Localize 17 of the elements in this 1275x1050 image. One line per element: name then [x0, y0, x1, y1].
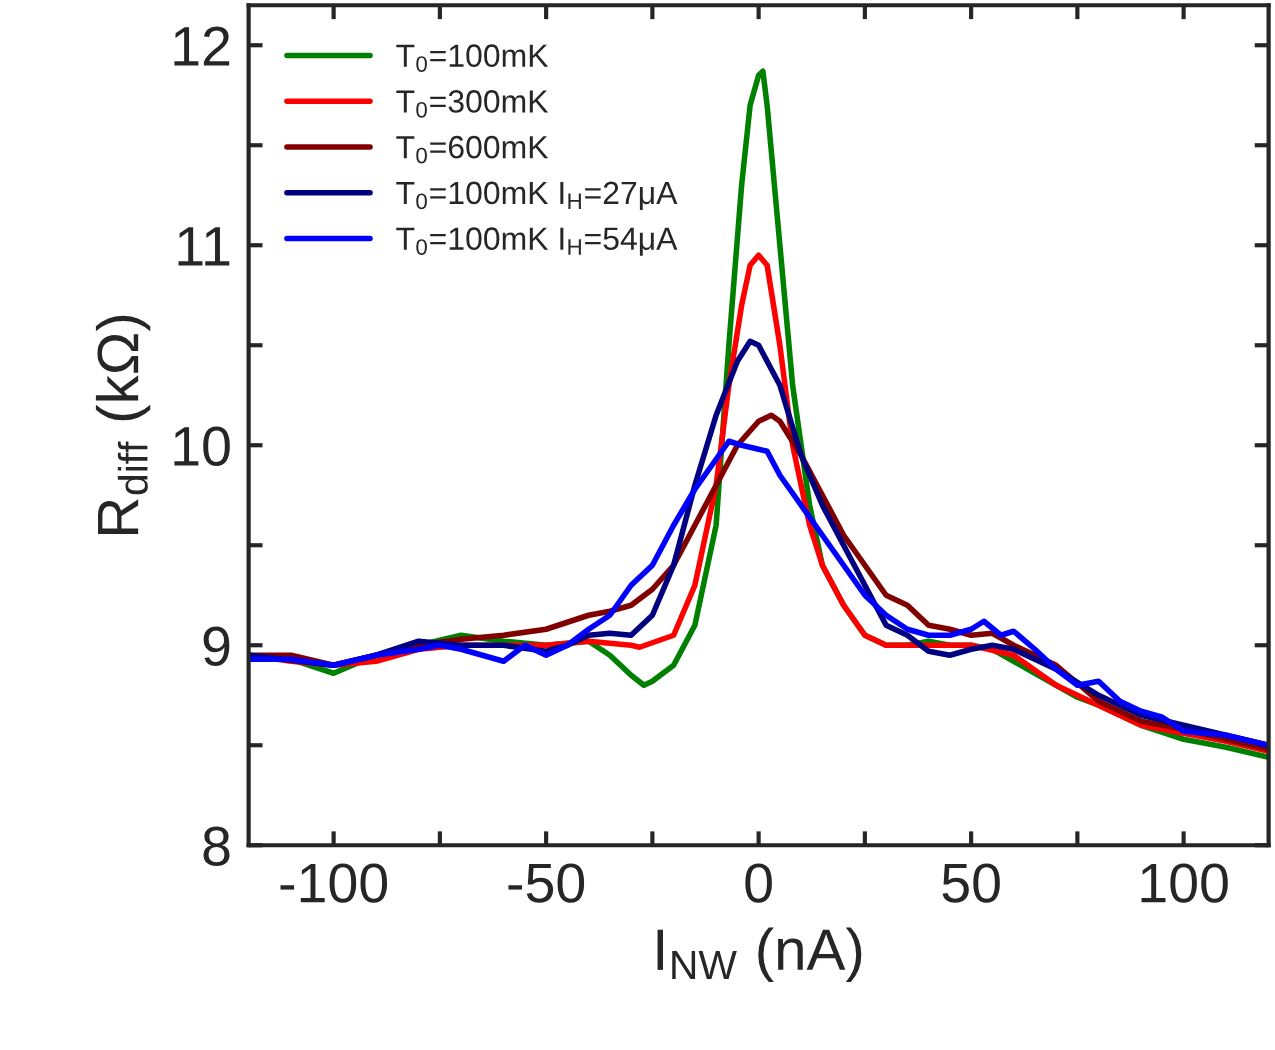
- y-tick-label: 8: [203, 826, 230, 866]
- x-axis-title: I$_{NW}$ (nA): [657, 927, 862, 982]
- legend-label: T$_{0}$=100mK: [396, 44, 549, 72]
- x-tick-label: 0: [745, 863, 772, 903]
- x-tick-label: 100: [1141, 863, 1228, 903]
- y-tick-label: 10: [174, 426, 230, 466]
- y-tick-label: 12: [174, 26, 230, 66]
- y-axis-title: R$_{diff}$ (kΩ): [95, 315, 151, 534]
- x-tick-label: 50: [942, 863, 1000, 903]
- legend-label: T$_{0}$=100mK I$_{H}$=54μA: [396, 227, 678, 256]
- legend-label: T$_{0}$=300mK: [396, 90, 549, 118]
- legend-label: T$_{0}$=100mK I$_{H}$=27μA: [396, 181, 678, 211]
- x-tick-label: -50: [508, 863, 585, 903]
- y-tick-label: 9: [203, 626, 230, 666]
- y-tick-label: 11: [178, 227, 230, 266]
- legend-label: T$_{0}$=600mK: [396, 135, 549, 164]
- x-tick-label: -100: [280, 863, 388, 903]
